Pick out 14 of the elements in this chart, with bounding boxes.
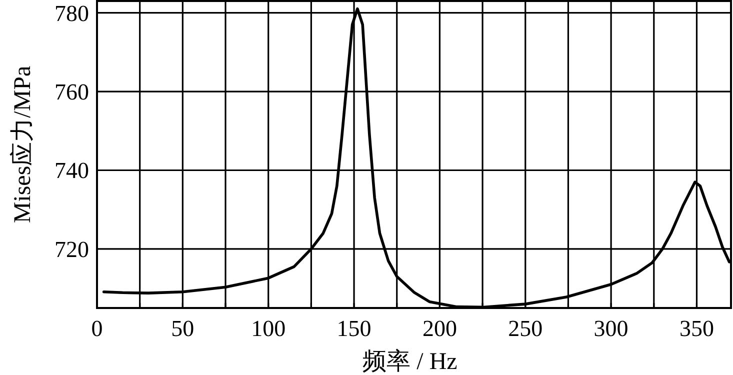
y-axis-title: Mises应力/MPa bbox=[9, 65, 36, 224]
y-tick-label: 740 bbox=[54, 158, 89, 184]
x-tick-label: 50 bbox=[171, 316, 194, 341]
x-tick-label: 300 bbox=[594, 316, 628, 341]
y-tick-label: 760 bbox=[54, 80, 89, 105]
y-tick-label: 780 bbox=[54, 0, 89, 26]
x-tick-label: 350 bbox=[679, 316, 714, 341]
x-tick-label: 250 bbox=[508, 316, 543, 341]
x-tick-label: 100 bbox=[251, 316, 286, 341]
x-tick-label: 0 bbox=[91, 316, 103, 341]
x-tick-label: 200 bbox=[422, 316, 457, 341]
x-tick-label: 150 bbox=[336, 316, 372, 341]
y-tick-label: 720 bbox=[54, 236, 89, 262]
x-axis-title: 频率 / Hz bbox=[362, 348, 458, 375]
